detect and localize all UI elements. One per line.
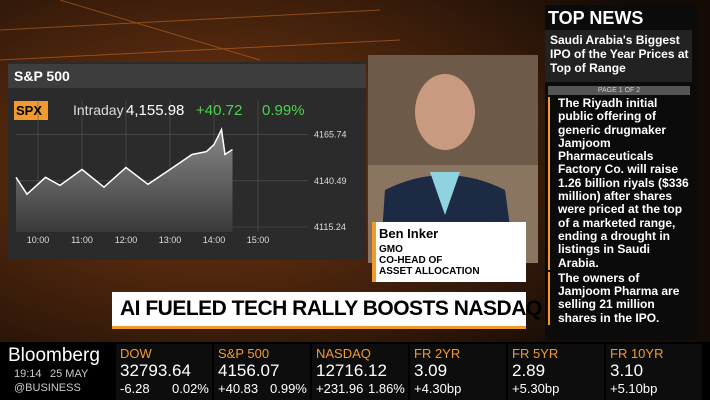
ticker-pct: 1.86% — [368, 381, 405, 396]
ticker-change: +5.10bp — [610, 381, 658, 396]
ticker-item: FR 10YR 3.10 +5.10bp — [606, 344, 702, 400]
ticker-change: +4.30bp — [414, 381, 462, 396]
line — [15, 127, 233, 196]
ticker-item: FR 5YR 2.89 +5.30bp — [508, 344, 604, 400]
news-title: TOP NEWS — [548, 8, 644, 28]
ticker-item: NASDAQ 12716.12 +231.96 1.86% — [312, 344, 408, 400]
x-tick-label: 14:00 — [203, 235, 226, 245]
chart-title-bar — [8, 64, 366, 88]
ticker-label: FR 2YR — [414, 346, 461, 361]
ticker-label: S&P 500 — [218, 346, 270, 361]
ticker-value: 2.89 — [512, 361, 546, 380]
symbol: SPX — [16, 103, 43, 118]
last-price: 4,155.98 — [126, 102, 185, 119]
headline: AI FUELED TECH RALLY BOOSTS NASDAQ — [120, 297, 542, 320]
guest-role: CO-HEAD OF — [379, 255, 443, 266]
ticker-label: FR 5YR — [512, 346, 559, 361]
brand-date: 25 MAY — [50, 368, 89, 380]
x-tick-label: 10:00 — [27, 235, 50, 245]
brand-handle: @BUSINESS — [14, 382, 81, 394]
change: +40.72 — [196, 102, 243, 119]
ticker-item: DOW 32793.64 -6.28 0.02% — [116, 344, 212, 400]
y-tick-label: 4115.24 — [314, 222, 346, 232]
ticker-value: 3.09 — [414, 361, 448, 380]
streaks — [0, 0, 401, 61]
ticker-value: 4156.07 — [218, 361, 280, 380]
lower-third-accent — [372, 222, 376, 282]
guest-company: GMO — [379, 244, 403, 255]
ticker-change: +5.30bp — [512, 381, 560, 396]
headline-bar — [112, 292, 526, 326]
news-page: PAGE 1 OF 2 — [597, 87, 641, 94]
x-tick-label: 11:00 — [71, 235, 93, 245]
guest-head — [415, 74, 475, 150]
news-page-bar — [548, 86, 690, 95]
ticker-item: FR 2YR 3.09 +4.30bp — [410, 344, 506, 400]
x-tick-label: 13:00 — [159, 235, 182, 245]
y-tick-label: 4165.74 — [314, 130, 347, 140]
lower-third — [372, 222, 526, 282]
ticker-value: 12716.12 — [316, 361, 387, 380]
ticker-label: NASDAQ — [316, 346, 371, 361]
y-tick-label: 4140.49 — [314, 176, 347, 186]
guest-role: ASSET ALLOCATION — [379, 266, 480, 277]
news-headline: Saudi Arabia's Biggest IPO of the Year P… — [550, 33, 689, 75]
ticker-label: DOW — [120, 346, 152, 361]
brand: Bloomberg — [8, 345, 100, 366]
chart-title: S&P 500 — [14, 68, 70, 84]
x-tick-label: 12:00 — [115, 235, 138, 245]
symbol-box — [14, 101, 48, 120]
area — [16, 129, 233, 232]
ticker-pct: 0.02% — [172, 381, 209, 396]
ticker-label: FR 10YR — [610, 346, 664, 361]
news-bullets: The Riyadh initial public offering of ge… — [548, 96, 690, 327]
news-headline-box — [545, 30, 692, 82]
ticker-change: +231.96 — [316, 381, 364, 396]
ticker-change: +40.83 — [218, 381, 259, 396]
news-bullet: The Riyadh initial public offering of ge… — [548, 96, 690, 270]
ticker-value: 3.10 — [610, 361, 644, 380]
brand-time: 19:14 — [14, 368, 42, 380]
period: Intraday — [73, 102, 124, 118]
ticker-pct: 0.99% — [270, 381, 307, 396]
ticker-item: S&P 500 4156.07 +40.83 0.99% — [214, 344, 310, 400]
guest-name: Ben Inker — [379, 226, 439, 241]
headline-accent — [112, 326, 526, 329]
ticker-change: -6.28 — [120, 381, 150, 396]
x-tick-label: 15:00 — [247, 235, 270, 245]
change-pct: 0.99% — [262, 102, 305, 119]
guest-shirt — [430, 172, 460, 215]
ticker-value: 32793.64 — [120, 361, 191, 380]
news-bullet: The owners of Jamjoom Pharma are selling… — [548, 271, 690, 326]
